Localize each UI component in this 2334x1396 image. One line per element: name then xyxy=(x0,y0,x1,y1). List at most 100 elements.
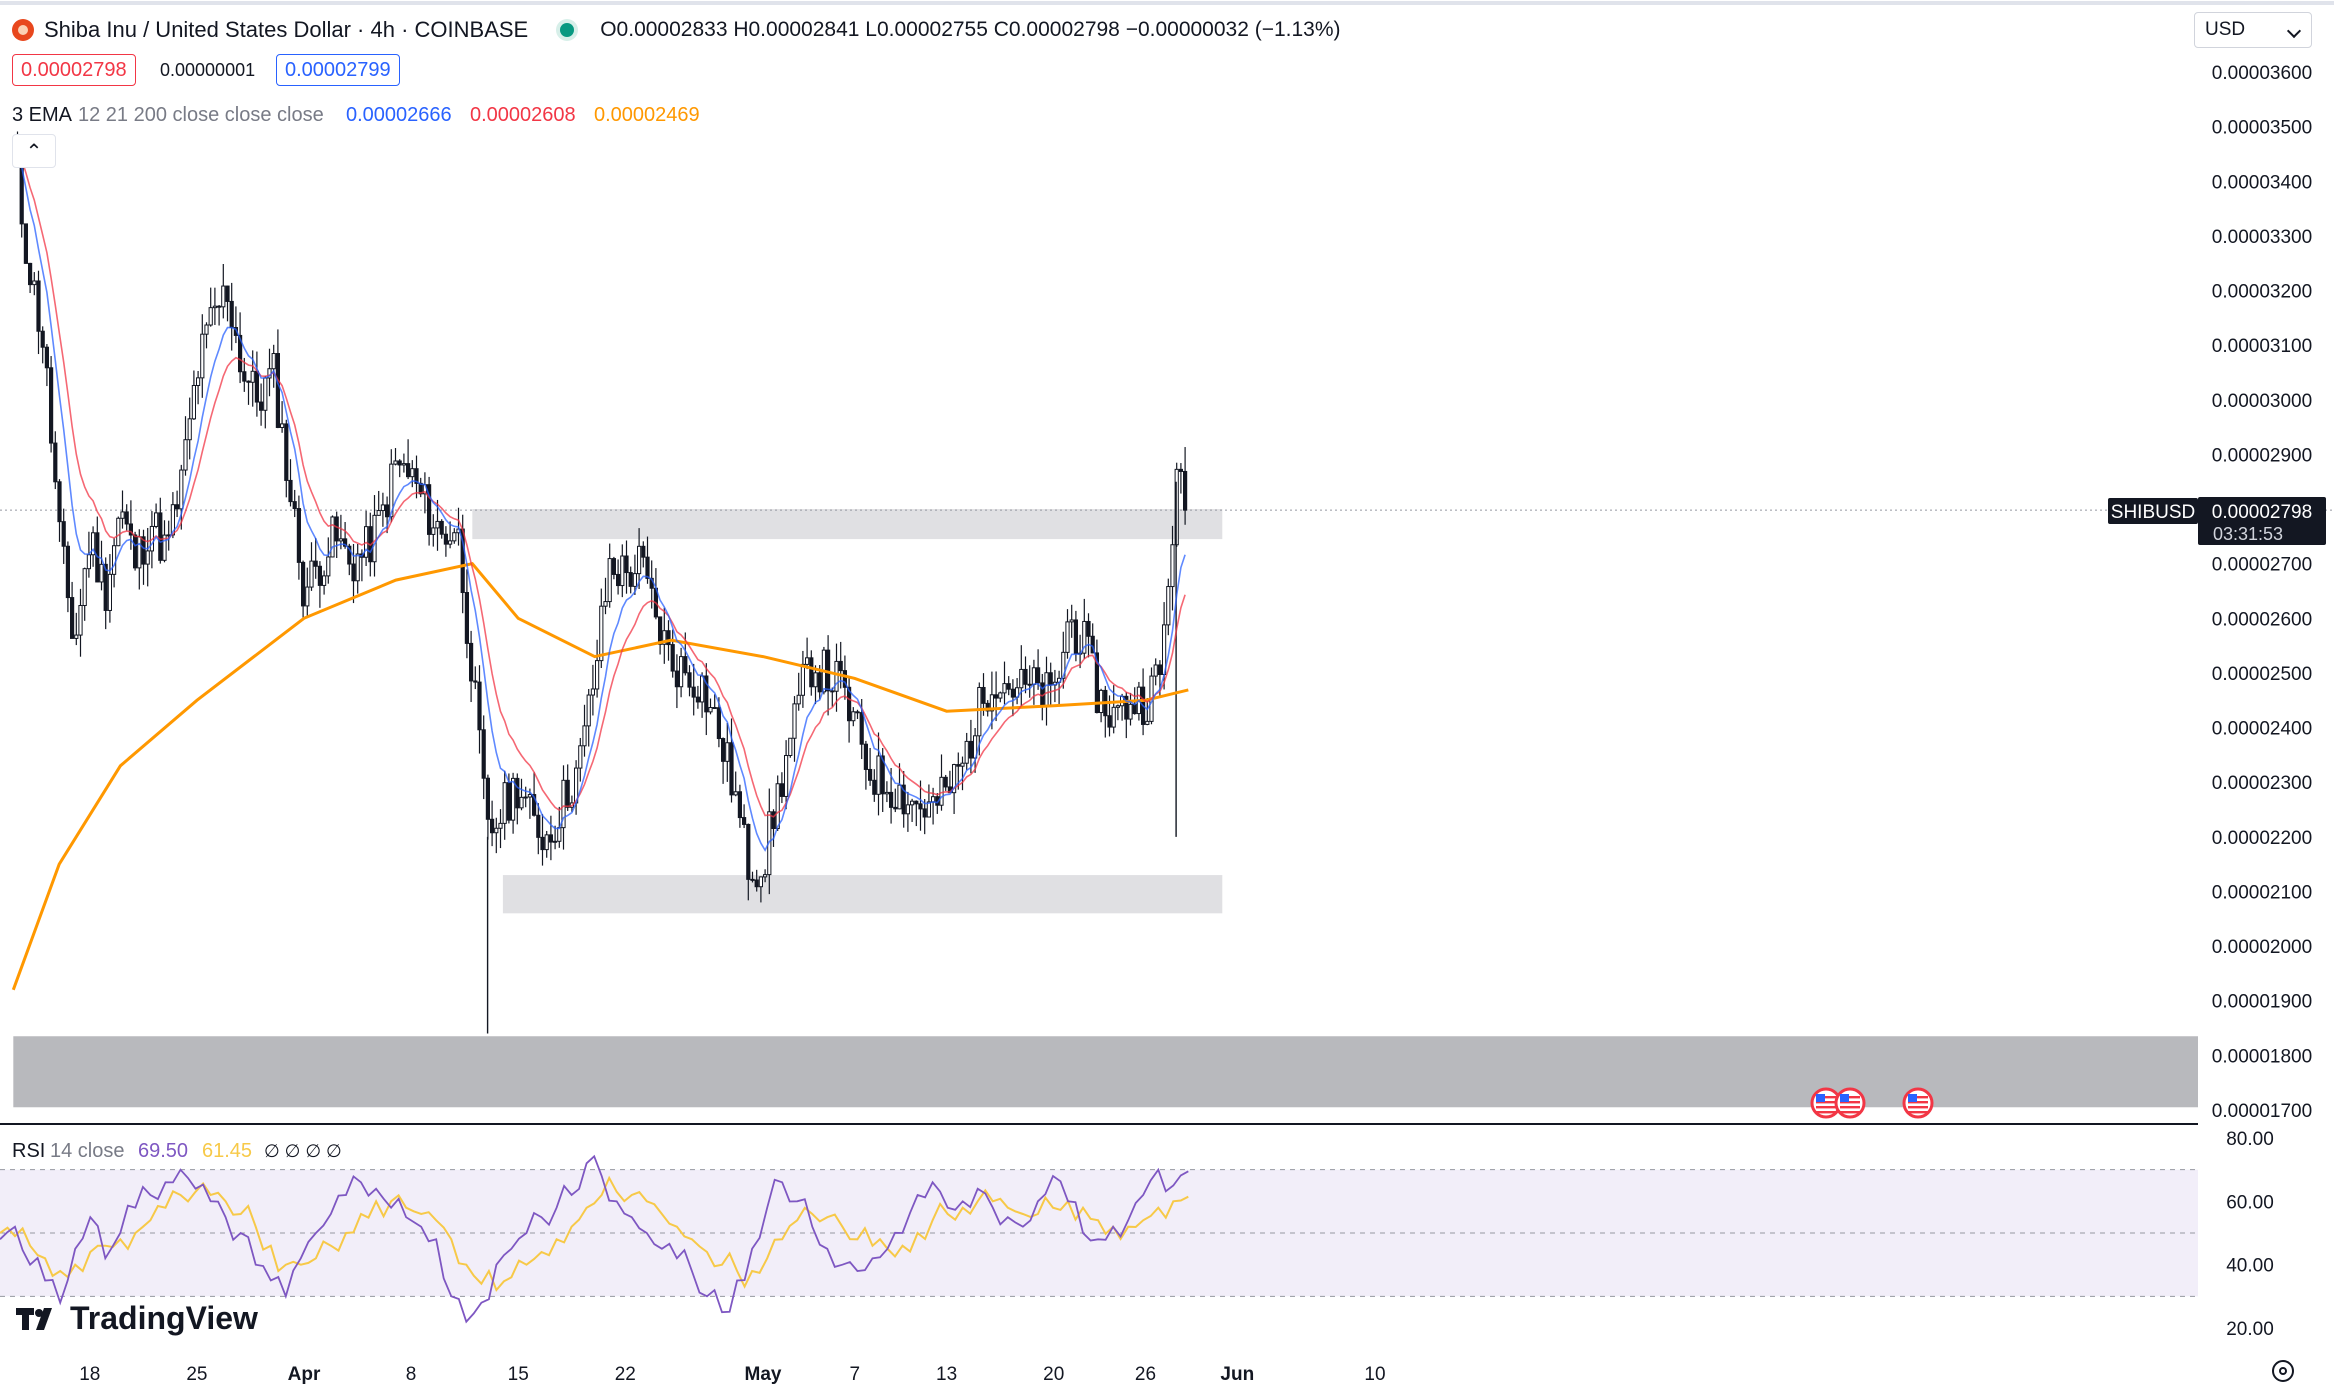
candle xyxy=(754,869,759,892)
price-tick-label: 0.00002700 xyxy=(2212,555,2312,576)
candle xyxy=(1115,704,1121,721)
candle xyxy=(355,543,360,594)
candle xyxy=(939,754,944,811)
candle xyxy=(905,791,910,832)
candle xyxy=(217,305,222,326)
candle xyxy=(502,770,507,840)
candle xyxy=(196,370,201,405)
candle xyxy=(1094,639,1100,714)
candle xyxy=(183,416,188,476)
price-tick-label: 0.00003000 xyxy=(2212,391,2312,412)
rsi-tick-label: 40.00 xyxy=(2226,1256,2274,1277)
sell-price-button[interactable]: 0.00002798 xyxy=(12,54,136,86)
candle xyxy=(246,380,251,405)
candle xyxy=(527,788,532,819)
zone-1 xyxy=(472,509,1223,540)
candle xyxy=(154,503,159,529)
ema-legend: 3 EMA 12 21 200 close close close 0.0000… xyxy=(12,104,700,126)
candles xyxy=(15,131,1188,1034)
candle xyxy=(733,771,738,797)
candle xyxy=(679,647,684,698)
candle xyxy=(511,772,516,834)
collapse-legend-button[interactable]: ⌃ xyxy=(12,134,56,168)
candle xyxy=(704,663,709,736)
candle xyxy=(61,508,66,564)
candle xyxy=(863,740,868,790)
candle xyxy=(1002,661,1007,705)
candle xyxy=(204,322,209,349)
candle xyxy=(418,477,423,498)
price-tick-label: 0.00002300 xyxy=(2212,773,2312,794)
time-tick-label: May xyxy=(745,1364,782,1385)
candle xyxy=(259,383,264,426)
candle xyxy=(334,511,339,559)
price-tick-label: 0.00001800 xyxy=(2212,1046,2312,1067)
candle xyxy=(1065,609,1070,659)
candle xyxy=(918,780,923,831)
candle xyxy=(40,326,45,364)
us-flag-icon[interactable] xyxy=(1810,1087,1842,1119)
market-status-icon[interactable] xyxy=(560,23,575,37)
time-tick-label: 13 xyxy=(936,1364,957,1385)
buy-price-button[interactable]: 0.00002799 xyxy=(276,54,400,86)
candle xyxy=(481,715,486,800)
candle xyxy=(393,448,398,466)
candle xyxy=(994,671,999,722)
tradingview-logo-text: TradingView xyxy=(70,1300,258,1336)
candle xyxy=(658,616,663,655)
price-tick-label: 0.00003100 xyxy=(2212,336,2312,357)
candle xyxy=(1040,673,1045,721)
time-tick-label: 25 xyxy=(186,1364,207,1385)
candle xyxy=(1099,688,1104,723)
ema-legend-title: 3 EMA xyxy=(12,104,73,126)
candle xyxy=(788,737,793,758)
price-tick-label: 0.00001900 xyxy=(2212,992,2312,1013)
gear-icon[interactable] xyxy=(2272,1360,2294,1382)
candle xyxy=(439,519,444,539)
time-tick-label: 8 xyxy=(406,1364,417,1385)
candle xyxy=(632,554,637,595)
candle xyxy=(796,672,801,711)
tradingview-logo[interactable]: TradingView xyxy=(16,1300,258,1337)
candle xyxy=(1166,578,1171,636)
candle xyxy=(674,654,679,709)
rsi-legend-title: RSI xyxy=(12,1140,45,1162)
us-flag-icon[interactable] xyxy=(1902,1087,1934,1119)
time-tick-label: 7 xyxy=(850,1364,861,1385)
candle xyxy=(637,528,642,589)
candle xyxy=(254,351,260,417)
candle xyxy=(641,541,646,568)
candle xyxy=(544,830,549,858)
symbol-title[interactable]: Shiba Inu / United States Dollar · 4h · … xyxy=(44,17,529,42)
candle xyxy=(725,722,730,782)
currency-select[interactable]: USD xyxy=(2194,12,2312,48)
candle xyxy=(851,707,856,727)
candle xyxy=(842,655,847,700)
candle xyxy=(1178,463,1184,494)
price-tick-label: 0.00002500 xyxy=(2212,664,2312,685)
candle xyxy=(1103,685,1108,738)
candle xyxy=(590,664,595,716)
candle xyxy=(200,314,205,398)
candle xyxy=(477,665,482,754)
candle xyxy=(1153,658,1158,686)
candle xyxy=(582,704,587,757)
ema-12-value: 0.00002666 xyxy=(346,104,452,126)
candle xyxy=(187,397,192,460)
candle xyxy=(926,784,931,818)
candle xyxy=(225,285,230,322)
candle xyxy=(397,459,402,478)
candle xyxy=(914,800,919,827)
candle xyxy=(380,492,385,527)
rsi-tick-label: 20.00 xyxy=(2226,1319,2274,1340)
price-axis: 0.00003600 0.00003500 0.00003400 0.00003300… xyxy=(2212,63,2312,1122)
us-flag-icon[interactable] xyxy=(1834,1087,1866,1119)
candle xyxy=(515,773,520,825)
candle xyxy=(805,637,810,670)
candle xyxy=(284,419,289,498)
candle xyxy=(826,635,831,716)
candle xyxy=(116,516,121,547)
zone-2 xyxy=(502,875,1223,914)
tradingview-logo-icon xyxy=(16,1307,52,1330)
ema-200-value: 0.00002469 xyxy=(594,104,700,126)
